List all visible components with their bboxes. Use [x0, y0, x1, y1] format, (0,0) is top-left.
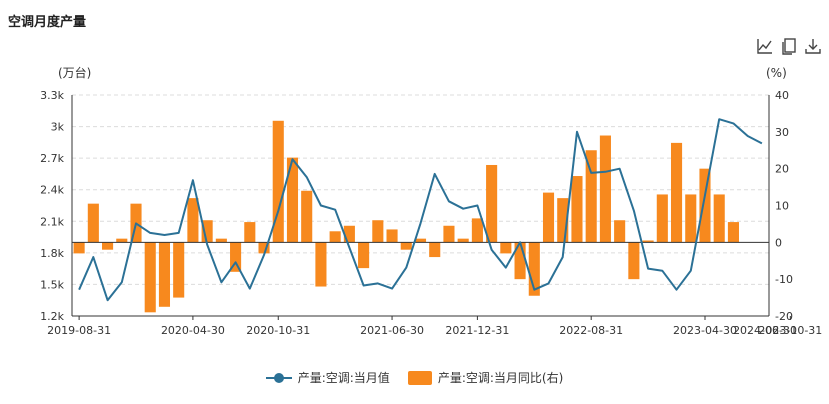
bar-yoy [400, 242, 412, 250]
download-icon[interactable] [804, 37, 822, 55]
y-left-tick-label: 1.2k [40, 310, 64, 323]
bar-yoy [372, 220, 384, 243]
bar-yoy [244, 222, 256, 243]
bar-yoy [429, 242, 441, 258]
bar-yoy [386, 229, 398, 243]
y-left-tick-label: 2.1k [40, 215, 64, 228]
bar-yoy [358, 242, 370, 269]
bar-yoy [301, 190, 313, 243]
bar-yoy [500, 242, 512, 254]
bar-yoy [571, 176, 583, 243]
legend-item-line[interactable]: 产量:空调:当月值 [265, 369, 390, 386]
copy-icon[interactable] [780, 37, 798, 55]
x-tick-label: 2020-10-31 [246, 324, 310, 337]
x-tick-label: 2023-04-30 [673, 324, 737, 337]
x-tick-label: 2022-08-31 [559, 324, 623, 337]
x-tick-label: 2023-10-31 [758, 324, 822, 337]
bar-yoy [173, 242, 185, 298]
y-left-tick-label: 1.5k [40, 278, 64, 291]
bar-yoy [656, 194, 668, 243]
y-right-tick-label: -20 [775, 310, 793, 323]
bar-yoy [272, 120, 284, 243]
bar-yoy [585, 150, 597, 243]
bar-yoy [685, 194, 697, 243]
legend-item-bar[interactable]: 产量:空调:当月同比(右) [407, 369, 564, 386]
bar-yoy [258, 242, 270, 254]
y-left-tick-label: 2.7k [40, 152, 64, 165]
bar-series-yoy [73, 120, 739, 313]
line-series-monthly [78, 118, 763, 302]
bar-yoy [73, 242, 85, 254]
y-right-tick-label: 40 [775, 89, 789, 102]
y-left-tick-label: 3.3k [40, 89, 64, 102]
bar-yoy [528, 242, 540, 296]
bar-yoy [201, 220, 213, 243]
y-right-tick-label: 20 [775, 163, 789, 176]
y-left-tick-label: 2.4k [40, 184, 64, 197]
chart-area: 1.2k 1.5k 1.8k 2.1k 2.4k 2.7k 3k 3.3k -20 -10 0 10 2… [40, 65, 822, 337]
bar-yoy [514, 242, 526, 280]
bar-yoy [599, 135, 611, 243]
y-right-tick-label: -10 [775, 273, 793, 286]
chart-toolbar [756, 37, 822, 55]
bar-yoy [642, 240, 654, 243]
left-axis-unit: (万台) [58, 65, 91, 80]
axes: 1.2k 1.5k 1.8k 2.1k 2.4k 2.7k 3k 3.3k -20 -10 0 10 2… [40, 89, 822, 337]
line-monthly-output [78, 118, 763, 302]
bar-yoy [414, 238, 427, 243]
line-chart-icon[interactable] [756, 37, 774, 55]
bar-yoy [102, 242, 114, 250]
bar-yoy [158, 242, 171, 307]
y-right-tick-label: 0 [775, 236, 782, 249]
bar-yoy [486, 164, 498, 243]
bar-yoy [230, 242, 242, 272]
x-tick-label: 2024-06-30 [733, 324, 797, 337]
bar-yoy [628, 242, 640, 280]
legend-label-line: 产量:空调:当月值 [297, 371, 390, 385]
bar-yoy [471, 218, 483, 243]
bar-yoy [670, 142, 683, 243]
legend-label-bar: 产量:空调:当月同比(右) [437, 371, 564, 385]
y-right-tick-label: 10 [775, 200, 789, 213]
bar-yoy [457, 238, 469, 243]
x-tick-label: 2020-04-30 [161, 324, 225, 337]
x-tick-label: 2019-08-31 [47, 324, 111, 337]
x-tick-label: 2021-06-30 [360, 324, 424, 337]
x-tick-label: 2021-12-31 [445, 324, 509, 337]
y-right-tick-label: 30 [775, 126, 789, 139]
bar-yoy [542, 192, 555, 243]
bar-yoy [443, 225, 455, 243]
chart-legend: 产量:空调:当月值 产量:空调:当月同比(右) [0, 369, 829, 386]
bar-yoy [614, 220, 626, 243]
bar-yoy [286, 157, 299, 243]
legend-line-marker [265, 372, 292, 384]
bar-yoy [329, 231, 341, 243]
bar-yoy [144, 242, 156, 313]
bar-yoy [557, 198, 569, 243]
legend-bar-marker [407, 370, 432, 385]
chart-title: 空调月度产量 [8, 15, 87, 30]
bar-yoy [87, 203, 99, 243]
bar-yoy [727, 222, 739, 243]
y-left-tick-label: 1.8k [40, 247, 64, 260]
bar-yoy [343, 225, 355, 243]
bar-yoy [215, 238, 227, 243]
y-left-tick-label: 3k [51, 121, 65, 134]
bar-yoy [187, 198, 199, 243]
right-axis-unit: (%) [766, 66, 787, 80]
bar-yoy [315, 242, 327, 287]
bar-yoy [699, 168, 711, 243]
bar-yoy [116, 238, 128, 243]
bar-yoy [713, 194, 725, 243]
